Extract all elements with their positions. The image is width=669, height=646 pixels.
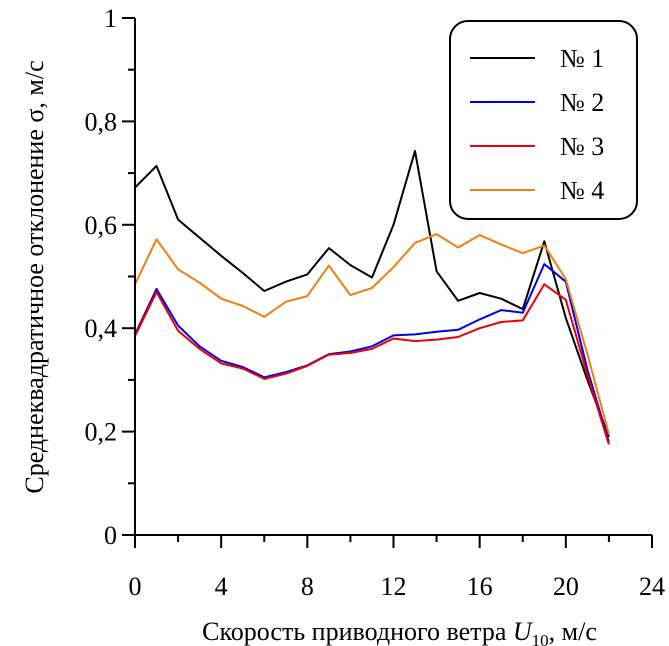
axis-titles: Скорость приводного ветра U10, м/с Средне… [20,60,597,646]
x-tick-label: 8 [301,572,314,601]
legend-label-2: № 2 [560,88,604,117]
y-tick-label: 0 [104,521,117,550]
x-tick-label: 20 [553,572,579,601]
series-line-4 [134,233,610,435]
y-tick-label: 0,8 [85,107,118,136]
legend: № 1 № 2 № 3 № 4 [449,20,638,220]
legend-label-4: № 4 [560,176,604,205]
x-tick-label: 24 [639,572,665,601]
x-tick-label: 0 [129,572,142,601]
x-tick-label: 12 [381,572,407,601]
series-line-2 [134,263,610,443]
x-axis-title: Скорость приводного ветра U10, м/с [202,617,597,646]
legend-label-1: № 1 [560,44,604,73]
series-group [134,149,610,445]
legend-box [449,20,638,220]
y-tick-label: 0,2 [85,418,118,447]
series-line-1 [134,149,610,438]
y-tick-label: 0,6 [85,211,118,240]
series-line-3 [134,283,610,445]
axes: 0 0,2 0,4 0,6 0,8 1 0 4 8 12 16 20 24 [85,4,666,601]
x-tick-label: 16 [467,572,493,601]
y-tick-label: 0,4 [85,314,118,343]
y-axis-title: Среднеквадратичное отклонение σ, м/с [20,60,49,493]
x-tick-label: 4 [215,572,228,601]
y-tick-label: 1 [104,4,117,33]
legend-label-3: № 3 [560,132,604,161]
